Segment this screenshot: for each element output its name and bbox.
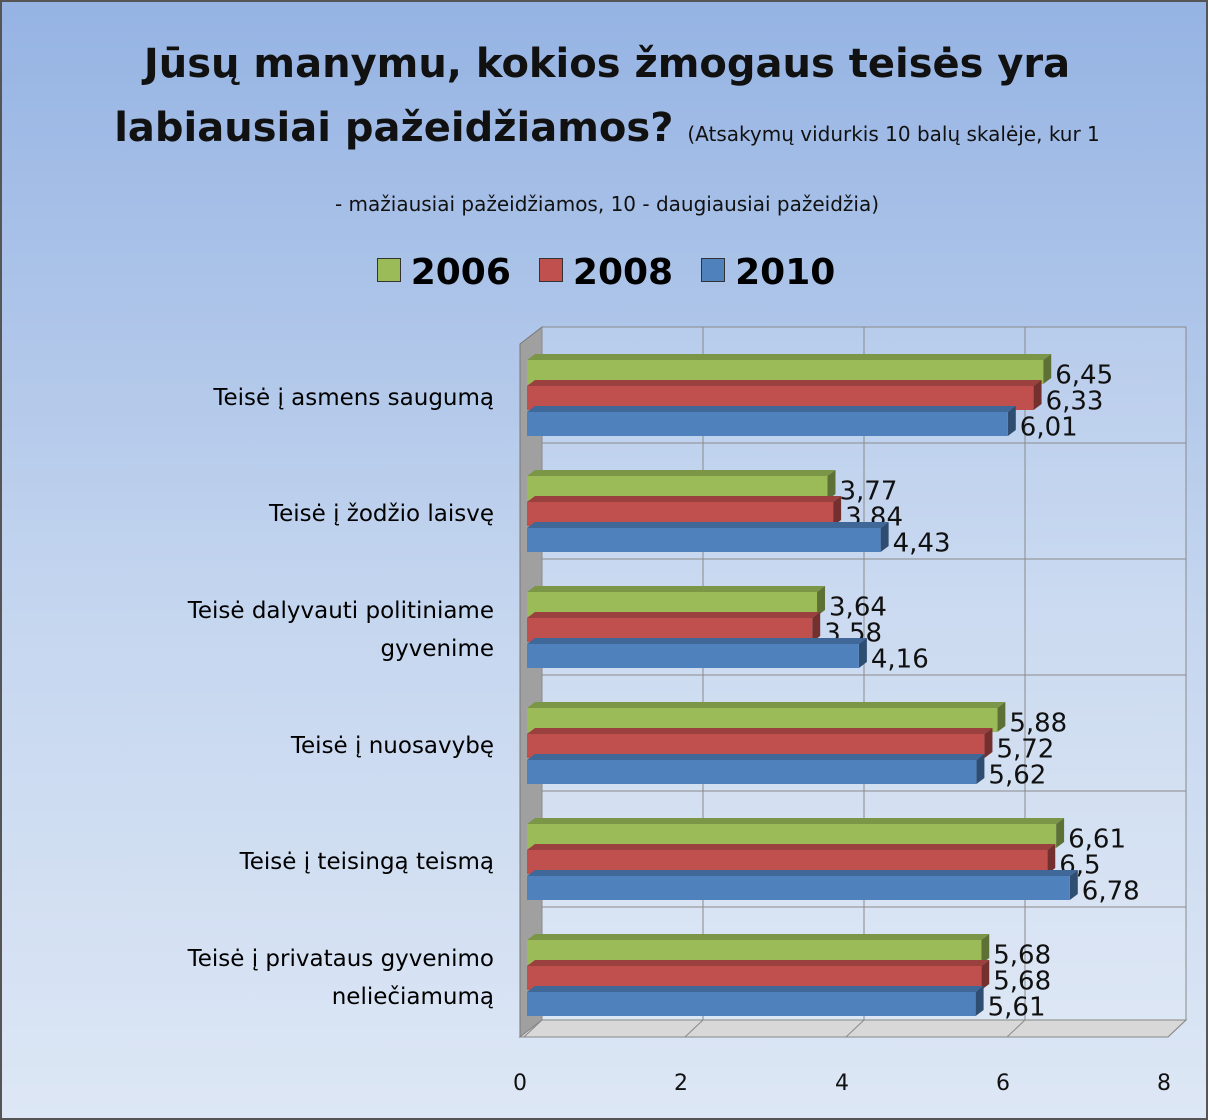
- y-tick-label: Teisė į nuosavybę: [290, 733, 494, 759]
- bar-top: [527, 934, 990, 940]
- bar-top: [527, 728, 993, 734]
- x-tick-label: 4: [835, 1071, 849, 1096]
- bar: [527, 992, 976, 1016]
- bar-top: [527, 612, 821, 618]
- value-label: 5,61: [988, 993, 1046, 1023]
- bar-top: [527, 844, 1056, 850]
- floor: [518, 1019, 1188, 1038]
- bar: [527, 412, 1008, 436]
- bar-top: [527, 496, 842, 502]
- value-label: 5,68: [993, 941, 1051, 971]
- y-tick-label: Teisė į asmens saugumą: [213, 385, 494, 411]
- legend-swatch: [376, 258, 401, 282]
- bar-top: [527, 470, 836, 476]
- bar: [527, 644, 859, 668]
- grid-line-floor: [684, 1019, 704, 1038]
- bar-side: [984, 728, 993, 758]
- bar-side: [981, 960, 990, 990]
- legend-swatch: [701, 258, 726, 282]
- bar-side: [880, 522, 889, 552]
- bar-top: [527, 380, 1042, 386]
- value-label: 4,16: [871, 645, 929, 675]
- bar-side: [817, 586, 826, 616]
- bar-top: [527, 406, 1016, 412]
- chart-title: Jūsų manymu, kokios žmogaus teisės yra l…: [114, 41, 1071, 151]
- legend-label: 2008: [572, 252, 674, 293]
- bar: [527, 876, 1070, 900]
- bar-side: [1069, 870, 1078, 900]
- chart-subtitle: (Atsakymų vidurkis 10 balų skalėje, kur …: [334, 122, 1100, 216]
- bar-top: [527, 586, 826, 592]
- legend-entry: 2006: [376, 252, 511, 293]
- bar-side: [1033, 380, 1042, 410]
- x-tick-label: 2: [674, 1071, 688, 1096]
- bar-top: [527, 522, 889, 528]
- grid-line-floor: [1167, 1019, 1187, 1038]
- value-label: 5,88: [1009, 709, 1067, 739]
- value-label: 5,72: [996, 735, 1054, 765]
- legend-entry: 2010: [701, 252, 835, 293]
- bar-top: [527, 986, 984, 992]
- bar-side: [812, 612, 821, 642]
- legend-entry: 2008: [538, 252, 674, 293]
- bar: [527, 760, 977, 784]
- x-tick-label: 6: [996, 1071, 1010, 1096]
- y-tick-label: Teisė į privataus gyvenimo neliečiamumą: [187, 946, 494, 1010]
- legend-label: 2010: [735, 252, 836, 293]
- bar-top: [527, 702, 1006, 708]
- bar-side: [1056, 818, 1065, 848]
- value-label: 3,77: [839, 477, 897, 507]
- x-tick-label: 8: [1157, 1071, 1171, 1096]
- grid-line-floor: [1006, 1019, 1026, 1038]
- bar-top: [527, 870, 1078, 876]
- value-label: 5,62: [988, 761, 1046, 791]
- y-tick-label: Teisė į žodžio laisvę: [268, 501, 494, 527]
- bar: [527, 528, 881, 552]
- bar-side: [975, 986, 984, 1016]
- bar-side: [976, 754, 985, 784]
- value-label: 3,64: [829, 593, 887, 623]
- bar-side: [1043, 354, 1052, 384]
- bar-side: [1007, 406, 1016, 436]
- legend: 2006 2008 2010: [2, 252, 1206, 293]
- bar-side: [981, 934, 990, 964]
- value-label: 6,45: [1055, 361, 1113, 391]
- bar-side: [858, 638, 867, 668]
- y-tick-label: Teisė į teisingą teismą: [239, 849, 494, 875]
- legend-label: 2006: [410, 252, 511, 293]
- value-label: 6,61: [1068, 825, 1126, 855]
- x-tick-label: 0: [513, 1071, 527, 1096]
- value-label: 6,33: [1046, 387, 1104, 417]
- bar-side: [827, 470, 836, 500]
- bar-top: [527, 960, 990, 966]
- bar-top: [527, 638, 867, 644]
- bar-top: [527, 818, 1065, 824]
- bar-top: [527, 354, 1052, 360]
- value-label: 6,01: [1020, 413, 1078, 443]
- bar-side: [1047, 844, 1056, 874]
- value-label: 6,78: [1082, 877, 1140, 907]
- bar-side: [833, 496, 842, 526]
- title-block: Jūsų manymu, kokios žmogaus teisės yra l…: [112, 32, 1102, 236]
- bar-side: [997, 702, 1006, 732]
- grid-line-floor: [523, 1019, 543, 1038]
- value-label: 5,68: [993, 967, 1051, 997]
- value-label: 4,43: [893, 529, 951, 559]
- bar-top: [527, 754, 985, 760]
- legend-swatch: [538, 258, 563, 282]
- grid-line-floor: [845, 1019, 865, 1038]
- y-tick-label: Teisė dalyvauti politiniame gyvenime: [187, 598, 494, 662]
